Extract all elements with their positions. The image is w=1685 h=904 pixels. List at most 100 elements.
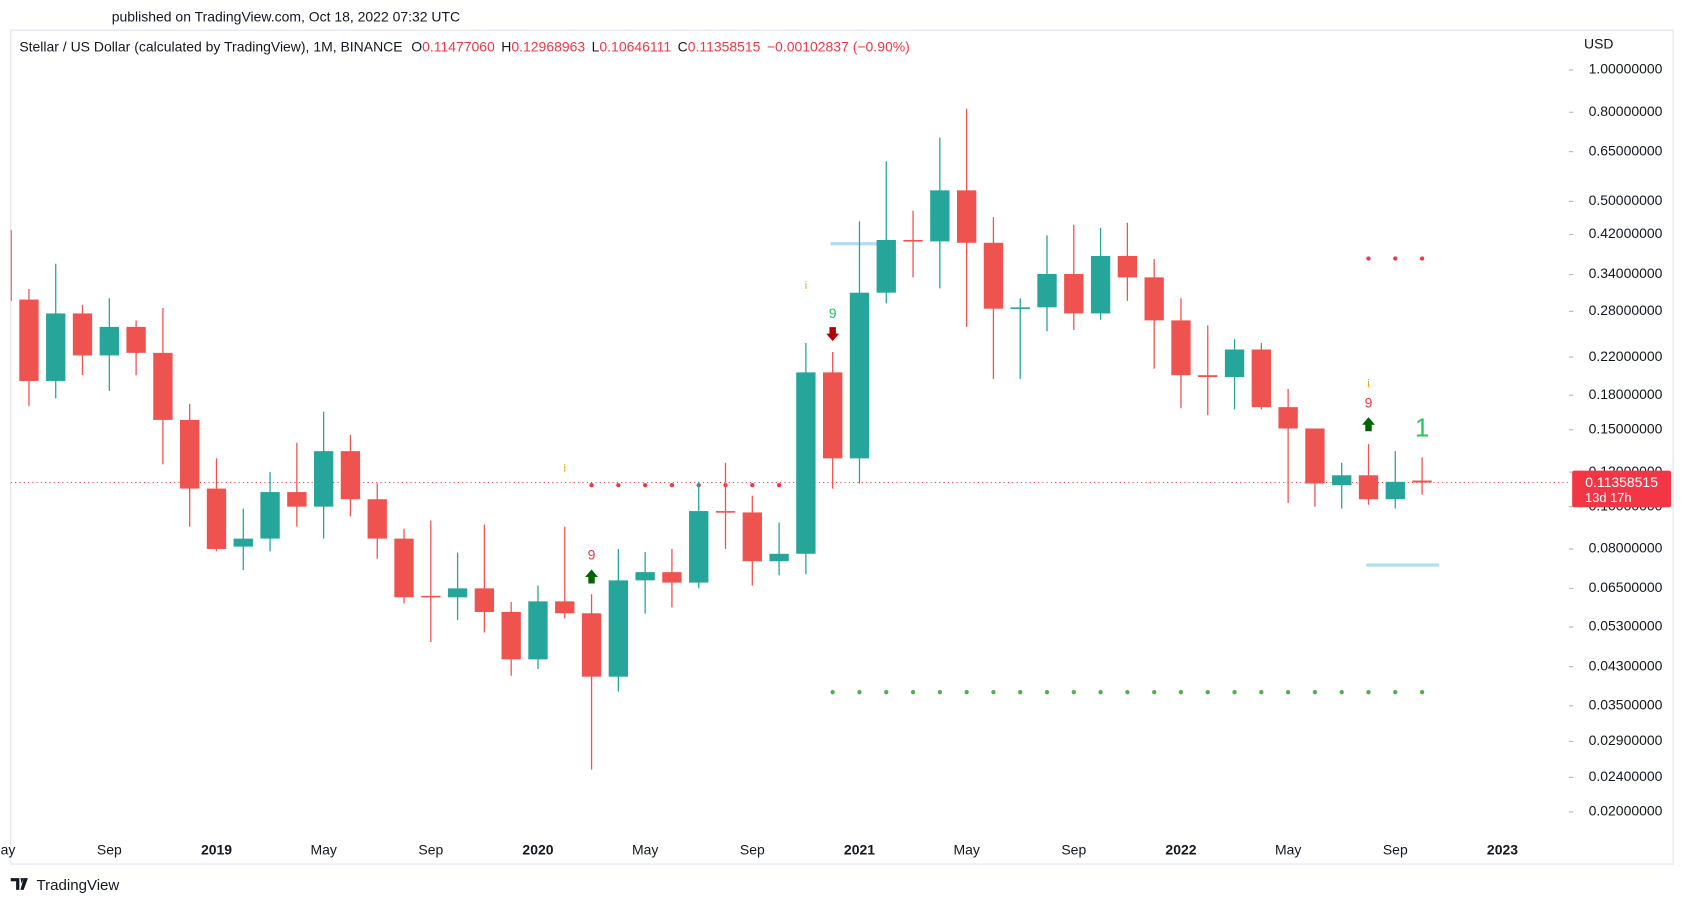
signal-arrow — [826, 327, 840, 342]
brand: TradingView — [37, 877, 120, 894]
candle-body — [421, 595, 441, 598]
candle-body — [1305, 428, 1325, 484]
candle-body — [930, 190, 950, 242]
level-dot — [1125, 690, 1130, 695]
y-tick-label: 0.06500000 — [1589, 579, 1663, 595]
candle-body — [46, 313, 66, 381]
change: −0.00102837 (−0.90%) — [767, 39, 910, 55]
annotation: 9 — [1365, 394, 1373, 410]
signal-arrow — [585, 569, 599, 584]
level-dot — [1419, 690, 1425, 695]
candle-body — [769, 553, 789, 562]
candle-body — [635, 572, 655, 581]
y-tick-label: 0.03500000 — [1589, 696, 1663, 712]
level-dot — [1419, 256, 1425, 261]
level-dot — [1366, 256, 1371, 261]
y-tick-label: 0.02400000 — [1589, 768, 1663, 784]
candle-body — [1385, 481, 1405, 500]
candle-body — [153, 352, 173, 420]
y-tick-label: 0.50000000 — [1589, 192, 1663, 208]
signal-arrow — [1362, 417, 1375, 432]
brand-logo: TradingView — [10, 877, 120, 894]
level-dot — [857, 690, 862, 695]
candle-body — [1037, 273, 1057, 308]
candle-body — [608, 580, 629, 677]
candle-body — [956, 190, 977, 243]
level-dot — [750, 483, 755, 488]
candle-body — [1412, 480, 1432, 483]
candle-body — [581, 613, 602, 677]
annotation: 9 — [829, 305, 837, 321]
candle-body — [983, 242, 1004, 309]
level-dot — [830, 690, 835, 695]
level-dot — [1393, 690, 1398, 695]
y-tick-label: 0.28000000 — [1589, 302, 1663, 318]
level-dot — [1205, 690, 1210, 695]
level-dot — [991, 690, 996, 695]
x-tick-label: May — [0, 841, 15, 857]
price-label-box — [1572, 470, 1672, 508]
x-tick-label: May — [953, 841, 979, 857]
candle-body — [876, 239, 896, 293]
price-label: 0.11358515 — [1585, 474, 1658, 490]
x-tick-label: 2023 — [1487, 841, 1518, 857]
candle-body — [1064, 273, 1084, 314]
published-note: published on TradingView.com, Oct 18, 20… — [112, 9, 460, 25]
candle-body — [1251, 349, 1272, 408]
y-tick-label: 1.00000000 — [1589, 61, 1663, 77]
candle-body — [849, 292, 870, 459]
candle-body — [555, 601, 575, 614]
candle-body — [1224, 349, 1245, 378]
ohlc-value: 0.12968963 — [511, 39, 585, 55]
level-dot — [884, 690, 889, 695]
x-tick-label: Sep — [740, 841, 765, 857]
level-dot — [910, 690, 916, 695]
ohlc-value: 0.10646111 — [599, 39, 671, 55]
x-tick-label: Sep — [418, 841, 443, 857]
plot: i 9 i 9 i 9 1 — [10, 108, 1569, 770]
ohlc-label: L — [592, 39, 600, 55]
y-tick-label: 0.42000000 — [1589, 225, 1663, 241]
candle-body — [340, 451, 361, 500]
x-tick-label: May — [632, 841, 658, 857]
level-dot — [1071, 690, 1076, 695]
level-dot — [1018, 690, 1023, 695]
candle-body — [662, 572, 682, 583]
candle-body — [206, 488, 227, 549]
level-dot — [1152, 690, 1157, 695]
ohlc-label: O — [411, 39, 422, 55]
y-axis-label: USD — [1584, 35, 1614, 51]
x-tick-label: May — [310, 841, 336, 857]
level-dot — [669, 483, 675, 488]
candle-body — [1144, 277, 1164, 321]
candle-body — [796, 372, 816, 554]
level-dot — [1366, 690, 1371, 695]
y-tick-label: 0.80000000 — [1589, 103, 1663, 119]
level-dot — [642, 483, 648, 488]
candle-body — [1332, 475, 1352, 486]
y-tick-label: 0.15000000 — [1589, 420, 1663, 436]
y-tick-label: 0.18000000 — [1589, 386, 1663, 402]
candle-body — [287, 492, 307, 507]
x-tick-label: Sep — [1383, 841, 1408, 857]
annotation: 1 — [1415, 415, 1429, 443]
candle-body — [19, 299, 39, 381]
candle-body — [742, 512, 762, 562]
candle-body — [1090, 255, 1111, 314]
candle-body — [313, 451, 334, 507]
level-dot — [616, 483, 621, 488]
x-tick-label: May — [1275, 841, 1301, 857]
x-tick-label: Sep — [1061, 841, 1086, 857]
level-dot — [1098, 690, 1103, 695]
candle-body — [447, 588, 468, 598]
y-tick-label: 0.02900000 — [1589, 732, 1663, 748]
y-tick-label: 0.05300000 — [1589, 618, 1663, 634]
y-tick-label: 0.22000000 — [1589, 348, 1663, 364]
ohlc-value: 0.11477060 — [422, 39, 495, 55]
y-tick-label: 0.02000000 — [1589, 803, 1663, 819]
annotation: i — [1367, 378, 1369, 390]
level-dot — [1312, 690, 1318, 695]
level-dot — [1285, 690, 1291, 695]
annotation: 9 — [588, 547, 596, 563]
